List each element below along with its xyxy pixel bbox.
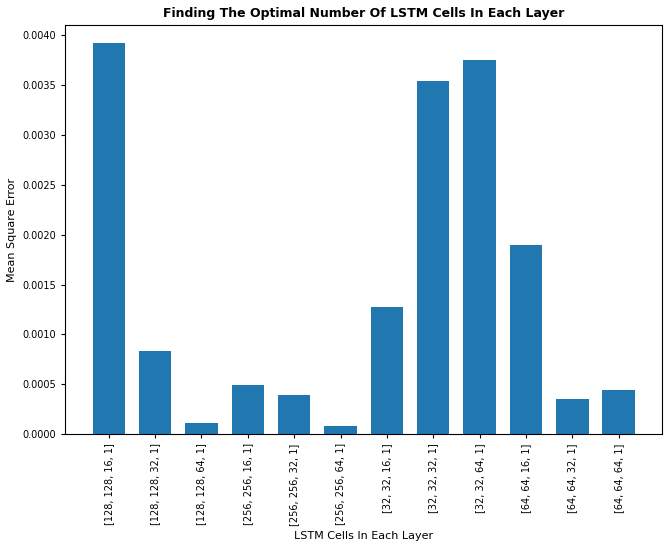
Bar	[417, 81, 450, 434]
Bar	[324, 426, 357, 434]
Bar	[139, 351, 171, 434]
Bar	[556, 399, 589, 434]
Title: Finding The Optimal Number Of LSTM Cells In Each Layer: Finding The Optimal Number Of LSTM Cells…	[163, 7, 565, 20]
Bar	[185, 423, 217, 434]
Bar	[371, 306, 403, 434]
Bar	[603, 390, 635, 434]
Y-axis label: Mean Square Error: Mean Square Error	[7, 178, 17, 282]
Bar	[464, 60, 496, 434]
Bar	[278, 395, 310, 434]
Bar	[231, 385, 264, 434]
Bar	[510, 245, 542, 434]
X-axis label: LSTM Cells In Each Layer: LSTM Cells In Each Layer	[294, 531, 434, 541]
Bar	[92, 43, 125, 434]
